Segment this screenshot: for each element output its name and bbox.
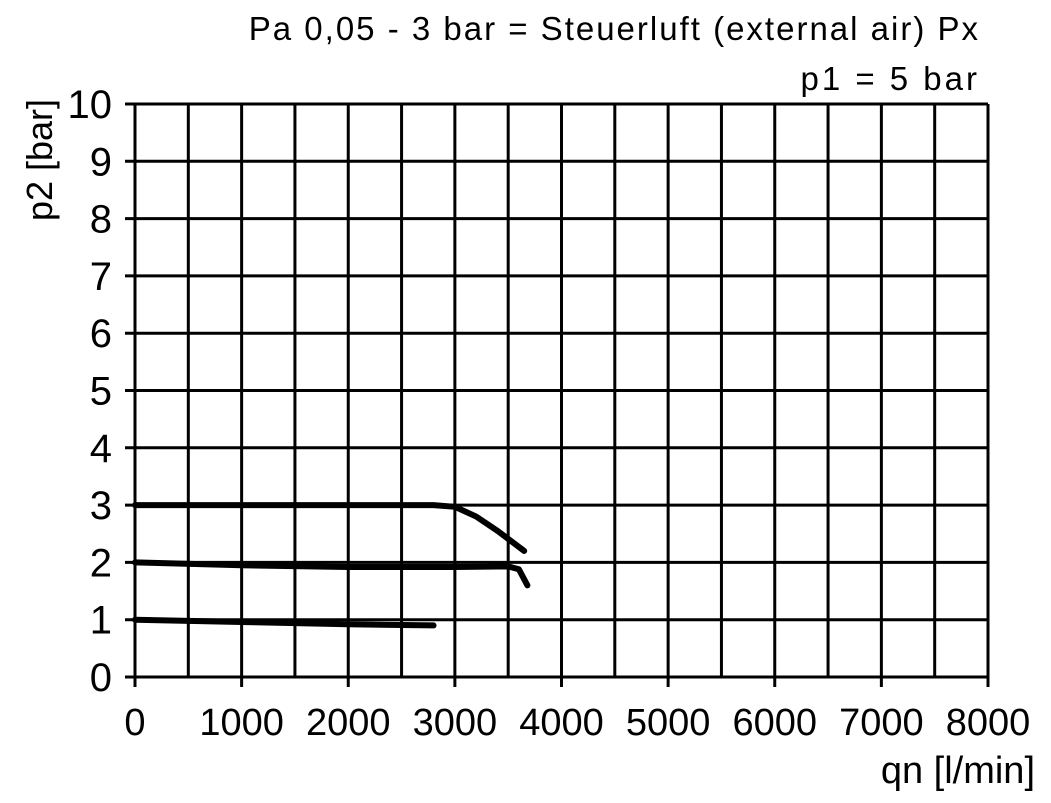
- x-tick-label: 2000: [306, 702, 391, 744]
- x-tick-label: 5000: [626, 702, 711, 744]
- data-line: [132, 616, 437, 629]
- y-tick-label: 0: [90, 656, 112, 700]
- x-tick-label: 1000: [199, 702, 284, 744]
- y-tick-label: 3: [90, 484, 112, 528]
- data-line: [132, 502, 528, 554]
- y-tick-label: 4: [90, 427, 112, 471]
- y-tick-label: 2: [90, 541, 112, 585]
- x-tick-label: 0: [124, 702, 145, 744]
- chart-subtitle: p1 = 5 bar: [800, 60, 980, 97]
- x-tick-label: 8000: [946, 702, 1031, 744]
- data-line: [132, 559, 531, 589]
- x-axis-label: qn [l/min]: [881, 750, 1035, 792]
- y-tick-label: 6: [90, 312, 112, 356]
- y-axis-label: p2 [bar]: [19, 99, 60, 221]
- y-tick-label: 5: [90, 370, 112, 414]
- chart-title: Pa 0,05 - 3 bar = Steuerluft (external a…: [249, 10, 980, 47]
- x-tick-label: 7000: [839, 702, 924, 744]
- x-tick-label: 6000: [732, 702, 817, 744]
- y-tick-label: 7: [90, 255, 112, 299]
- x-tick-label: 4000: [519, 702, 604, 744]
- x-tick-label: 3000: [413, 702, 498, 744]
- y-tick-label: 8: [90, 198, 112, 242]
- y-tick-label: 10: [68, 83, 113, 127]
- y-tick-label: 1: [90, 599, 112, 643]
- y-tick-label: 9: [90, 140, 112, 184]
